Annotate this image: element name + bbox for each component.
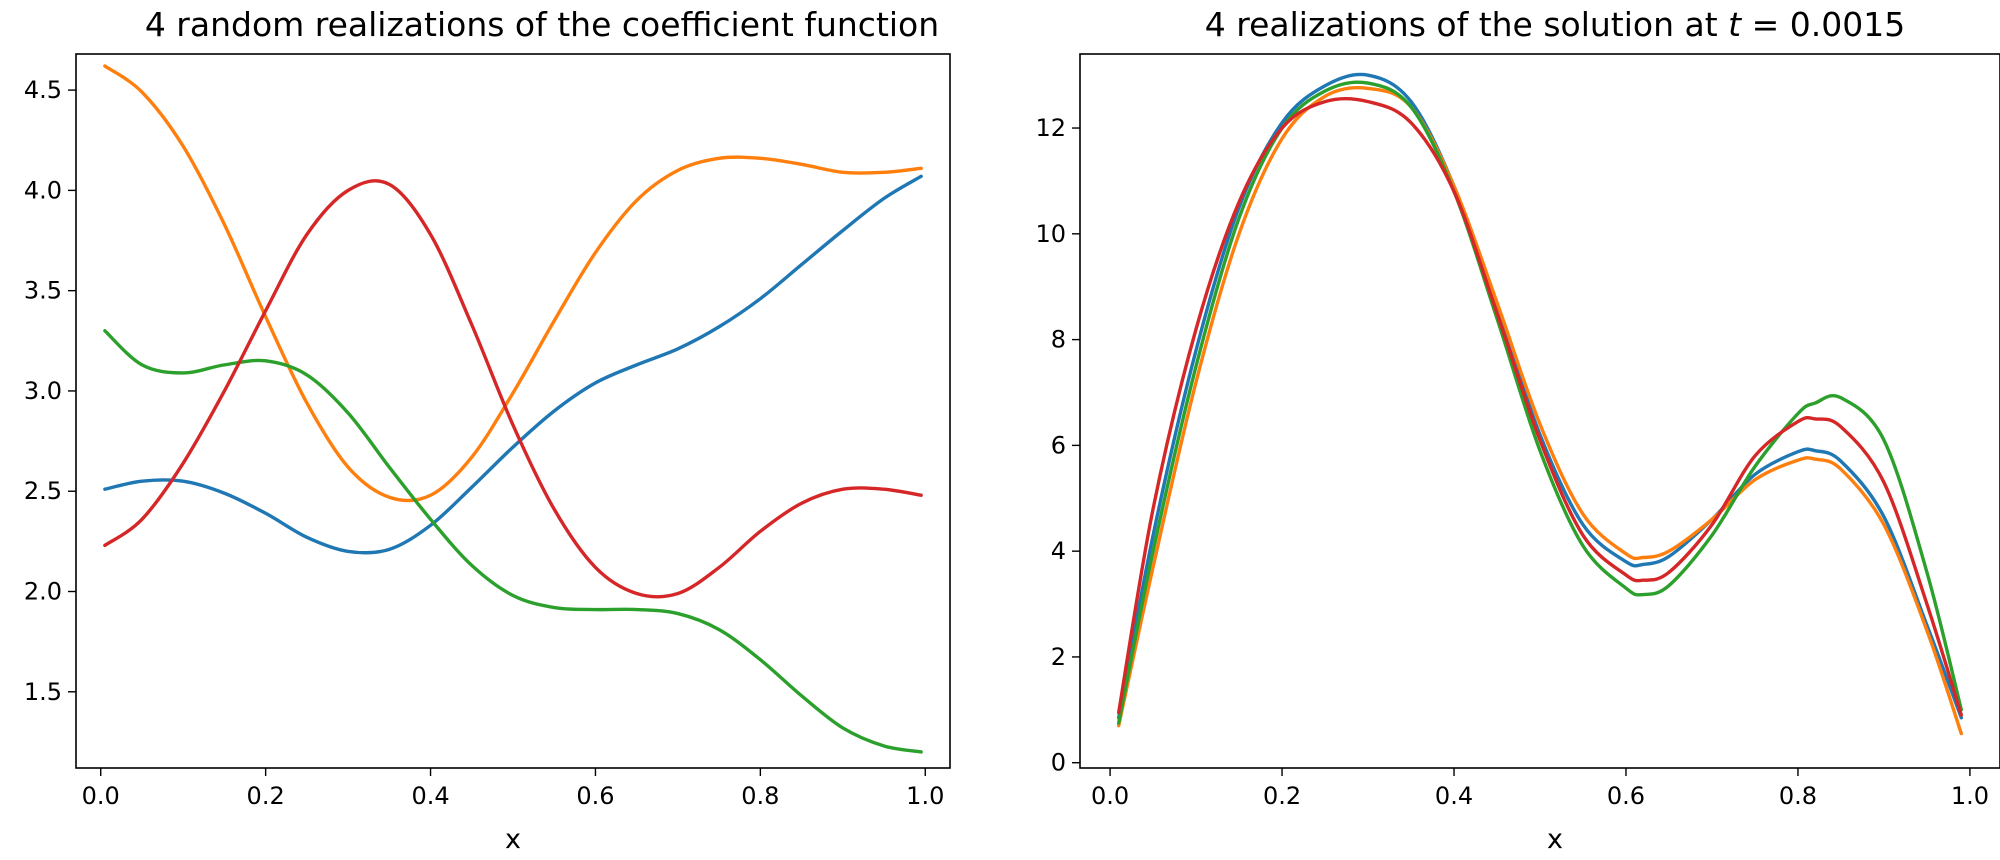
solution-title-variable: t	[1728, 5, 1742, 44]
coefficient-y-tick-label: 4.5	[24, 76, 62, 104]
solution-x-axis-label: x	[1547, 824, 1563, 855]
solution-x-tick-label: 1.0	[1951, 782, 1989, 810]
solution-y-tick-label: 12	[1035, 114, 1066, 142]
coefficient-axes-ticks: 0.0 0.2 0.4 0.6 0.8 1.0 1.5 2.0 2.5 3.0 3.5 4.0 4.5	[24, 76, 945, 810]
solution-y-tick-label: 2	[1051, 643, 1066, 671]
coefficient-series-red-line	[103, 179, 923, 599]
solution-y-tick-label: 8	[1051, 326, 1066, 354]
solution-y-tick-label: 0	[1051, 749, 1066, 777]
coefficient-y-tick-label: 3.0	[24, 377, 62, 405]
coefficient-series-group	[103, 64, 923, 754]
coefficient-x-tick-label: 0.4	[411, 782, 449, 810]
coefficient-x-tick-label: 0.0	[82, 782, 120, 810]
coefficient-y-tick-label: 2.5	[24, 477, 62, 505]
coefficient-x-tick-label: 0.2	[247, 782, 285, 810]
solution-x-tick-label: 0.6	[1607, 782, 1645, 810]
solution-y-tick-label: 10	[1035, 220, 1066, 248]
coefficient-x-axis-label: x	[505, 824, 521, 855]
solution-title-prefix: 4 realizations of the solution at	[1205, 5, 1728, 44]
coefficient-chart-panel: 4 random realizations of the coefficient…	[24, 5, 951, 855]
solution-series-group	[1116, 72, 1964, 736]
solution-series-orange-line	[1116, 85, 1964, 736]
solution-axes-ticks: 0.0 0.2 0.4 0.6 0.8 1.0 0 2 4 6 8 10 12	[1035, 114, 1989, 810]
solution-x-tick-label: 0.0	[1091, 782, 1129, 810]
solution-chart-panel: 4 realizations of the solution at t = 0.…	[1035, 5, 2000, 855]
coefficient-x-tick-label: 0.6	[576, 782, 614, 810]
coefficient-x-tick-label: 0.8	[741, 782, 779, 810]
solution-series-green-line	[1116, 80, 1964, 725]
coefficient-series-blue-line	[103, 174, 923, 555]
solution-x-tick-label: 0.8	[1779, 782, 1817, 810]
coefficient-y-tick-label: 2.0	[24, 578, 62, 606]
solution-series-red-line	[1116, 96, 1964, 717]
solution-title-suffix: = 0.0015	[1741, 5, 1905, 44]
solution-series-blue-line	[1116, 72, 1964, 720]
solution-x-tick-label: 0.2	[1263, 782, 1301, 810]
solution-y-tick-label: 6	[1051, 431, 1066, 459]
coefficient-y-tick-label: 1.5	[24, 678, 62, 706]
solution-y-tick-label: 4	[1051, 537, 1066, 565]
coefficient-chart-title: 4 random realizations of the coefficient…	[145, 5, 939, 44]
coefficient-series-orange-line	[103, 64, 923, 503]
solution-x-tick-label: 0.4	[1435, 782, 1473, 810]
solution-plot-frame	[1079, 53, 2000, 769]
coefficient-y-tick-label: 4.0	[24, 176, 62, 204]
coefficient-x-tick-label: 1.0	[906, 782, 944, 810]
solution-chart-title: 4 realizations of the solution at t = 0.…	[1205, 5, 1905, 44]
coefficient-plot-frame	[75, 53, 951, 769]
coefficient-y-tick-label: 3.5	[24, 277, 62, 305]
